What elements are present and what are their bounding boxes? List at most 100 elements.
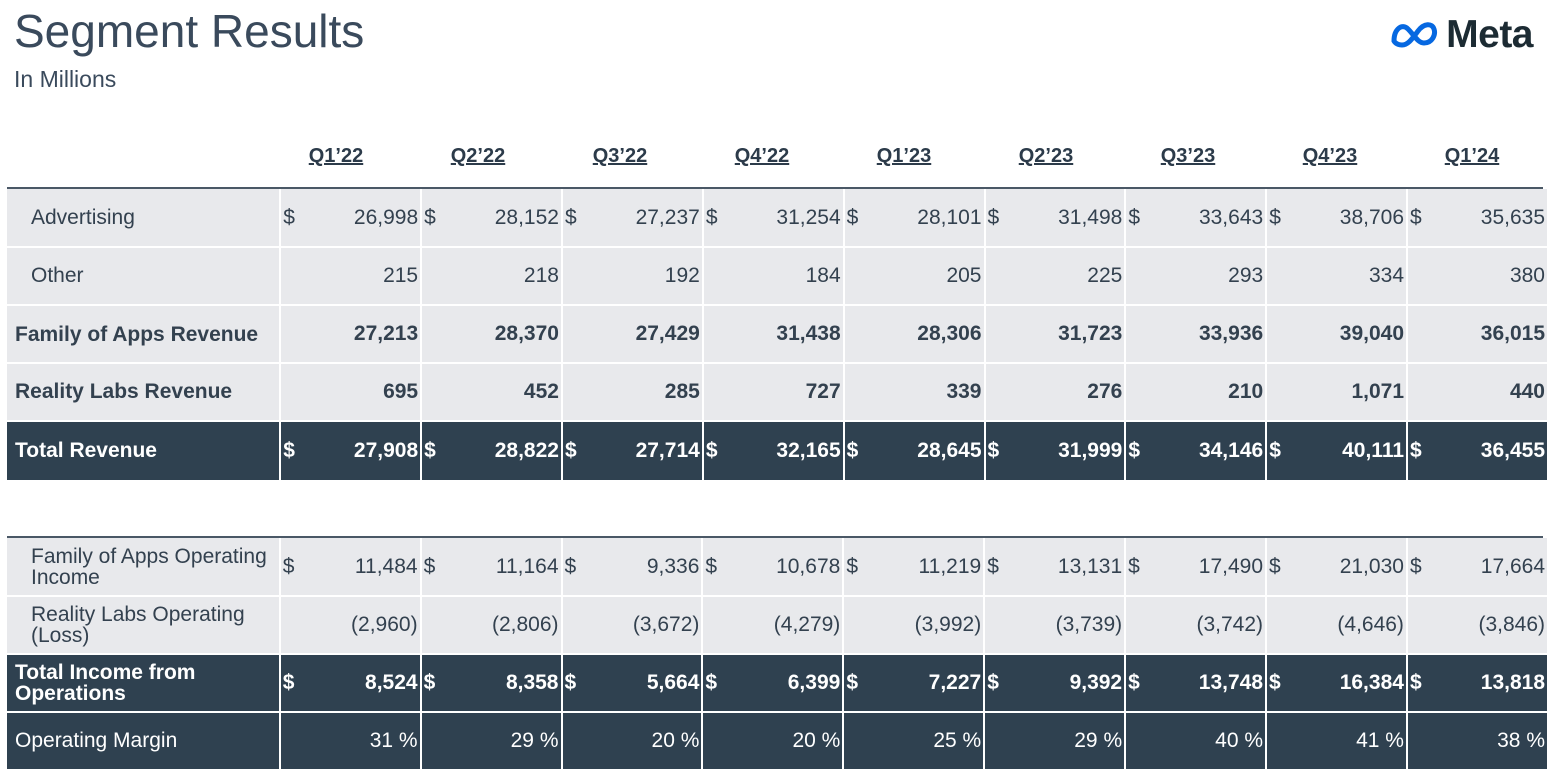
table-cell-value: 28,152 [449,189,563,248]
table-cell-value: 380 [1435,247,1547,306]
currency-symbol: $ [420,654,449,713]
table-cell-value: 33,643 [1153,189,1268,248]
currency-symbol: $ [1125,189,1154,248]
table-row: Reality Labs Operating (Loss) (2,960) (2,8… [7,596,1547,655]
table-cell-value: 29 % [1012,712,1127,771]
currency-symbol: $ [561,189,591,248]
currency-symbol: $ [1406,538,1436,597]
table-cell-value: 26,998 [308,189,423,248]
currency-symbol: $ [420,538,449,597]
currency-symbol: $ [279,654,308,713]
table-cell-value: 31,999 [1012,421,1127,482]
table-cell-value: 7,227 [871,654,986,713]
table-cell-value: 32,165 [731,421,845,482]
column-header-quarter: Q3’23 [1160,145,1216,167]
currency-symbol: $ [1266,654,1295,713]
currency-symbol [561,247,591,306]
currency-symbol: $ [984,189,1013,248]
currency-symbol [420,596,449,655]
table-cell-value: 13,748 [1153,654,1268,713]
table-cell-value: 27,714 [590,421,704,482]
currency-symbol: $ [702,189,732,248]
table-cell-value: 9,336 [589,538,704,597]
table-cell-value: 27,908 [308,421,423,482]
table-cell-value: 440 [1435,363,1547,422]
currency-symbol: $ [280,421,309,482]
currency-symbol: $ [1407,421,1436,482]
column-header-quarter: Q2’22 [450,145,506,167]
table-cell-value: 41 % [1294,712,1408,771]
column-header-quarter: Q3’22 [592,145,648,167]
currency-symbol [984,247,1013,306]
currency-symbol [421,305,450,364]
currency-symbol: $ [984,421,1013,482]
column-header-quarter: Q1’22 [308,145,364,167]
currency-symbol [280,305,309,364]
row-label: Total Revenue [7,421,282,482]
currency-symbol [1407,305,1436,364]
currency-symbol [1125,305,1154,364]
table-cell-value: 28,306 [871,305,986,364]
table-cell-value: 21,030 [1294,538,1408,597]
currency-symbol: $ [1266,189,1295,248]
currency-symbol [984,305,1013,364]
currency-symbol: $ [280,189,309,248]
table-cell-value: 28,101 [871,189,986,248]
currency-symbol [1266,305,1295,364]
row-label: Reality Labs Revenue [7,363,282,422]
currency-symbol [702,712,731,771]
table-cell-value: 40,111 [1294,421,1409,482]
currency-symbol [561,305,591,364]
table-cell-value: 20 % [730,712,845,771]
table-cell-value: (3,992) [871,596,986,655]
table-cell-value: (3,846) [1435,596,1547,655]
currency-symbol [561,363,591,422]
currency-symbol [1125,363,1154,422]
currency-symbol: $ [561,654,590,713]
table-cell-value: 29 % [448,712,563,771]
row-label: Family of Apps Operating Income [7,538,281,597]
currency-symbol [843,712,872,771]
table-cell-value: 31,438 [731,305,845,364]
currency-symbol: $ [984,538,1013,597]
table-cell-value: 27,237 [590,189,704,248]
table-cell-value: 205 [871,247,986,306]
table-cell-value: 184 [731,247,845,306]
table-cell-value: 210 [1153,363,1268,422]
revenue-table: Advertising $26,998 $28,152 $27,237 $31,254 $… [7,189,1547,482]
currency-symbol [1406,712,1436,771]
table-cell-value: 13,818 [1435,654,1547,713]
column-header-quarter: Q4’23 [1302,145,1358,167]
currency-symbol [1406,596,1436,655]
column-header-quarter: Q1’24 [1444,145,1500,167]
table-cell-value: 339 [871,363,986,422]
currency-symbol: $ [1406,654,1436,713]
currency-symbol [702,596,731,655]
table-cell-value: 8,358 [448,654,563,713]
row-label: Other [7,247,282,306]
meta-logo: Meta [1390,13,1533,56]
table-row: Family of Apps Operating Income $11,484 $1… [7,538,1547,597]
currency-symbol: $ [702,538,731,597]
table-cell-value: 28,822 [449,421,563,482]
currency-symbol [984,712,1013,771]
currency-symbol: $ [843,189,872,248]
row-label: Reality Labs Operating (Loss) [7,596,281,655]
currency-symbol [561,712,590,771]
table-cell-value: (3,672) [589,596,704,655]
currency-symbol [1266,363,1295,422]
table-cell-value: 5,664 [589,654,704,713]
table-cell-value: 36,455 [1435,421,1547,482]
currency-symbol: $ [1266,421,1295,482]
table-cell-value: 38,706 [1294,189,1409,248]
table-cell-value: 695 [308,363,423,422]
meta-wordmark: Meta [1446,13,1533,56]
currency-symbol: $ [843,654,872,713]
table-cell-value: 27,429 [590,305,704,364]
table-cell-value: 39,040 [1294,305,1409,364]
table-cell-value: 10,678 [730,538,845,597]
table-cell-value: 727 [731,363,845,422]
table-cell-value: 293 [1153,247,1268,306]
currency-symbol: $ [279,538,308,597]
table-row: Operating Margin 31 % 29 % 20 % 20 % 25 % 29 %… [7,712,1547,771]
